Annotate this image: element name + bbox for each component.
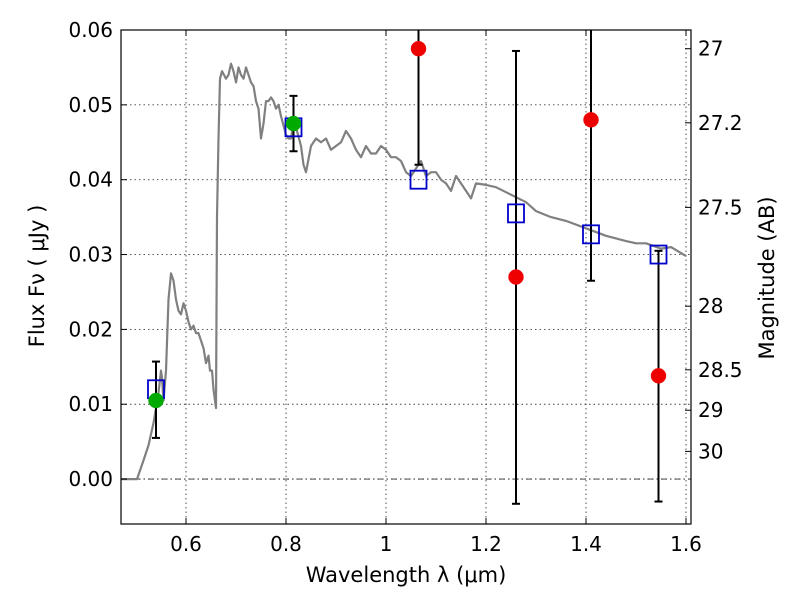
axis-ticks: 0.6 0.8 1 1.2 1.4 1.6 0.00 0.01 0.02 0.03 0.04 0.05… [68,18,742,556]
x-tick-label: 1 [380,532,393,556]
y-tick-label: 0.03 [68,243,113,267]
template-spectrum [121,62,687,481]
x-tick-label: 0.8 [270,532,302,556]
y-tick-label: 0.00 [68,467,113,491]
non-detection-point [583,112,599,128]
error-bars [152,30,663,505]
y-tick-label: 0.05 [68,93,113,117]
spectrum-line [121,62,687,481]
right-tick-label: 27.2 [698,111,743,135]
model-square-marker [582,224,600,245]
right-tick-label: 28 [698,294,723,318]
y-tick-label: 0.04 [68,168,113,192]
non-detection-point [508,269,524,285]
x-tick-label: 1.4 [570,532,602,556]
model-square-marker [649,244,668,265]
model-photometry-markers [147,117,668,400]
grid-lines [121,29,691,524]
right-axis-label: Magnitude (AB) [755,196,779,359]
x-tick-label: 0.6 [170,532,202,556]
right-tick-label: 29 [698,398,723,422]
right-tick-label: 30 [698,439,723,463]
right-tick-label: 27 [698,37,723,61]
y-tick-label: 0.06 [68,18,113,42]
right-tick-label: 28.5 [698,358,743,382]
model-square-marker [409,169,428,190]
detection-point [285,115,302,132]
model-square-marker [507,203,525,224]
non-detection-point [650,368,667,384]
observed-points [148,40,667,409]
plot-frame [120,29,692,525]
right-tick-label: 27.5 [698,195,743,219]
x-tick-label: 1.6 [670,532,702,556]
y-tick-label: 0.02 [68,317,113,341]
y-axis-label: Flux Fν ( μJy ) [25,205,49,348]
detection-point [148,392,164,409]
x-axis-label: Wavelength λ (μm) [306,563,507,587]
x-tick-label: 1.2 [470,532,502,556]
y-tick-label: 0.01 [68,392,113,416]
non-detection-point [410,40,427,57]
